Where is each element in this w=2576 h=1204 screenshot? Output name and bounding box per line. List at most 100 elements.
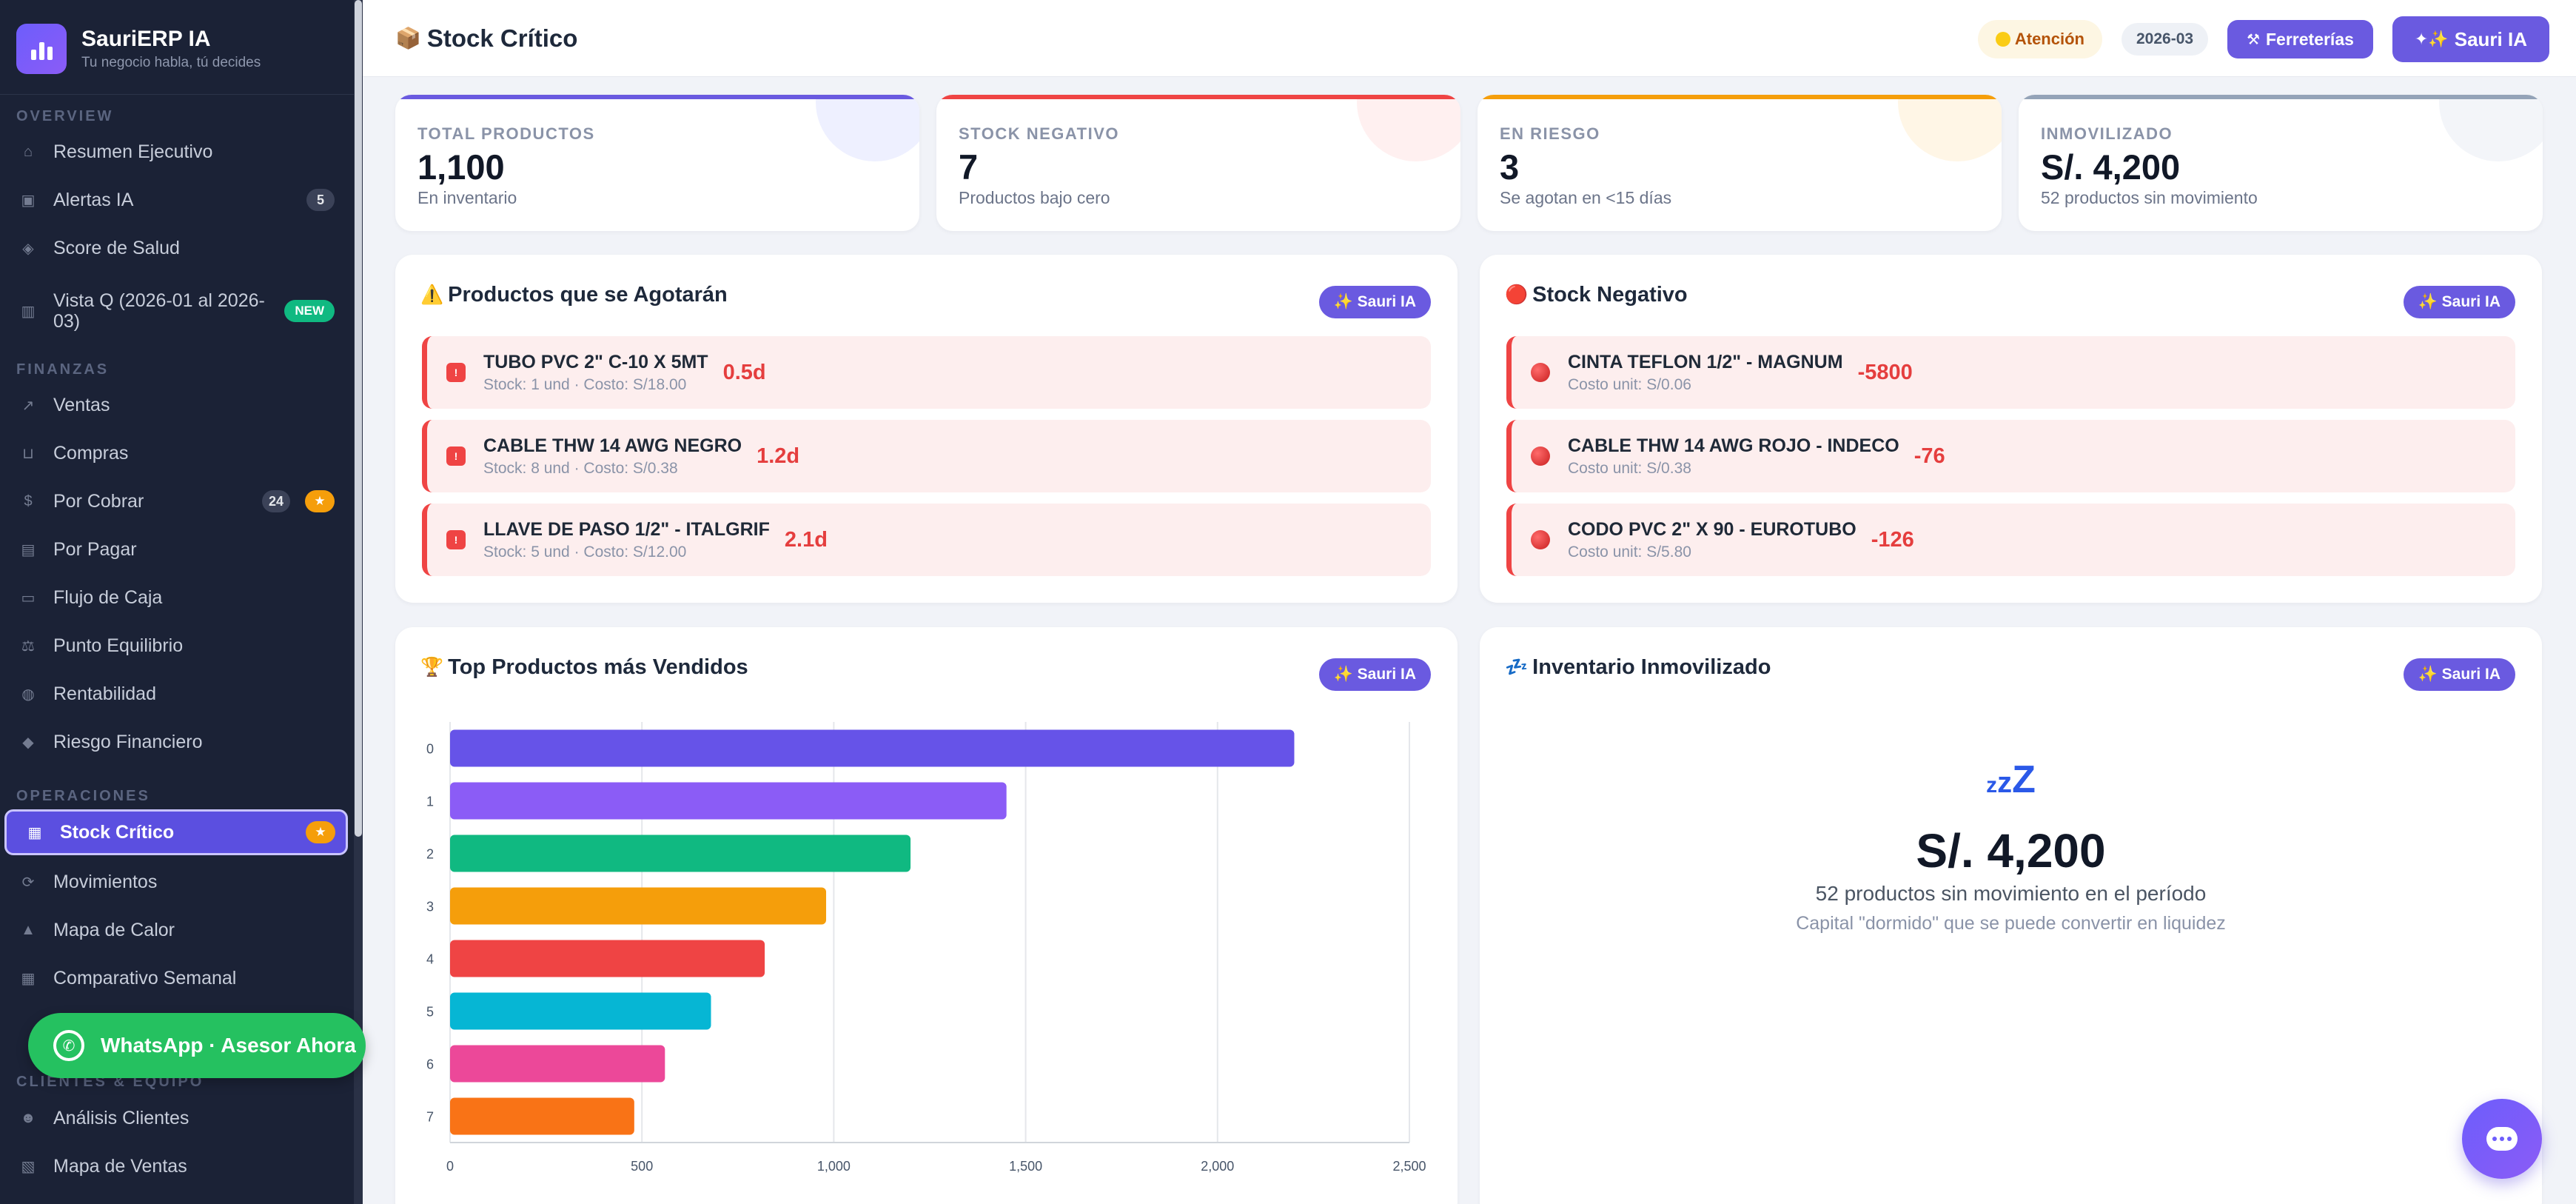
panel-top-vendidos: 🏆 Top Productos más Vendidos ✨ Sauri IA … [395, 627, 1458, 1204]
chat-button[interactable] [2462, 1099, 2542, 1179]
sidebar-scrollbar-thumb[interactable] [355, 0, 362, 837]
status-badge: Atención [1977, 20, 2102, 58]
sidebar-item-alertas-ia[interactable]: ▣ Alertas IA 5 [0, 177, 354, 223]
red-circle-icon: 🔴 [1505, 284, 1529, 305]
section-operaciones: OPERACIONES [16, 788, 150, 804]
sidebar-scrollbar[interactable] [354, 0, 363, 1204]
sidebar-item-comparativo-semanal[interactable]: ▦ Comparativo Semanal [0, 955, 354, 1001]
list-item[interactable]: CODO PVC 2" X 90 - EUROTUBO Costo unit: … [1506, 504, 2515, 576]
sidebar-item-label: Score de Salud [53, 238, 180, 258]
kpi-value: S/. 4,200 [2041, 147, 2181, 187]
sidebar-item-analisis-clientes[interactable]: ☻ Análisis Clientes [0, 1095, 354, 1141]
sidebar-item-ventas[interactable]: ↗ Ventas [0, 382, 354, 428]
whatsapp-button[interactable]: ✆ WhatsApp · Asesor Ahora [28, 1013, 366, 1078]
sauri-ia-chip[interactable]: ✨ Sauri IA [2403, 658, 2515, 691]
x-tick-label: 1,000 [817, 1159, 851, 1174]
panel-title: 🏆 Top Productos más Vendidos [420, 655, 748, 680]
y-tick-label: 6 [426, 1057, 434, 1072]
y-tick-label: 1 [426, 795, 434, 809]
star-badge: ★ [306, 821, 335, 843]
kpi-sub: En inventario [417, 188, 517, 207]
bar[interactable] [450, 887, 827, 925]
item-stock: -126 [1871, 527, 1914, 552]
sauri-ia-chip[interactable]: ✨ Sauri IA [1318, 286, 1431, 318]
chat-icon [2486, 1127, 2518, 1151]
sidebar-item-label: Resumen Ejecutivo [53, 141, 213, 162]
list-item[interactable]: ! LLAVE DE PASO 1/2" - ITALGRIF Stock: 5… [422, 504, 1431, 576]
sidebar-item-label: Riesgo Financiero [53, 732, 203, 752]
brand[interactable]: SauriERP IA Tu negocio habla, tú decides [16, 22, 261, 76]
kpi-value: 3 [1500, 147, 1520, 187]
sauri-ia-chip[interactable]: ✨ Sauri IA [1318, 658, 1431, 691]
sidebar-item-rentabilidad[interactable]: ◍ Rentabilidad [0, 671, 354, 717]
item-days: 2.1d [784, 527, 828, 552]
alarm-icon: ! [446, 447, 466, 466]
y-tick-label: 3 [426, 900, 434, 914]
inmovilizado-note: Capital "dormido" que se puede convertir… [1796, 913, 2226, 934]
kpi-total-productos: TOTAL PRODUCTOS 1,100 En inventario [395, 95, 919, 231]
warning-icon: ⚠️ [420, 284, 444, 305]
sidebar-item-movimientos[interactable]: ⟳ Movimientos [0, 859, 354, 905]
red-circle-icon [1531, 530, 1550, 549]
star-badge: ★ [305, 490, 335, 512]
kpi-label: STOCK NEGATIVO [959, 124, 1119, 143]
bar[interactable] [450, 940, 765, 977]
sidebar-item-compras[interactable]: ⊔ Compras [0, 430, 354, 476]
list-item[interactable]: ! TUBO PVC 2" C-10 X 5MT Stock: 1 und · … [422, 336, 1431, 409]
red-circle-icon [1531, 447, 1550, 466]
bar[interactable] [450, 1045, 665, 1083]
sidebar-item-label: Por Cobrar [53, 491, 144, 512]
kpi-sub: Se agotan en <15 días [1500, 188, 1672, 207]
sidebar-item-vista-q[interactable]: ▥ Vista Q (2026-01 al 2026-03) NEW [0, 281, 354, 341]
sidebar-item-label: Vista Q (2026-01 al 2026-03) [53, 290, 265, 332]
kpi-accent-line [1477, 95, 2002, 99]
sidebar-item-por-cobrar[interactable]: $ Por Cobrar 24 ★ [0, 478, 354, 524]
home-icon: ⌂ [23, 143, 33, 160]
sidebar-item-mapa-de-ventas[interactable]: ▧ Mapa de Ventas [0, 1143, 354, 1189]
section-overview: OVERVIEW [16, 108, 114, 124]
item-meta: Stock: 5 und · Costo: S/12.00 [483, 543, 687, 561]
sidebar-item-resumen-ejecutivo[interactable]: ⌂ Resumen Ejecutivo [0, 129, 354, 175]
sidebar-item-mapa-de-calor[interactable]: ▲ Mapa de Calor [0, 907, 354, 953]
kpi-label: INMOVILIZADO [2041, 124, 2173, 143]
sauri-ia-button[interactable]: ✦✨ Sauri IA [2392, 16, 2549, 62]
x-tick-label: 2,000 [1201, 1159, 1234, 1174]
kpi-sub: 52 productos sin movimiento [2041, 188, 2258, 207]
bar[interactable] [450, 729, 1295, 767]
kpi-accent-line [395, 95, 919, 99]
panel-title: ⚠️ Productos que se Agotarán [420, 283, 728, 307]
panel-title-text: Top Productos más Vendidos [448, 655, 748, 679]
box-icon: ▦ [27, 824, 42, 841]
panel-title-text: Productos que se Agotarán [448, 283, 728, 307]
box-icon: 📦 [395, 27, 421, 50]
list-item[interactable]: CABLE THW 14 AWG ROJO - INDECO Costo uni… [1506, 420, 2515, 492]
bar[interactable] [450, 835, 911, 872]
sidebar-item-stock-critico[interactable]: ▦ Stock Crítico ★ [4, 809, 348, 855]
kpi-accent-line [2019, 95, 2543, 99]
sidebar-item-punto-equilibrio[interactable]: ⚖ Punto Equilibrio [0, 623, 354, 669]
bar[interactable] [450, 992, 711, 1030]
bar[interactable] [450, 1097, 634, 1135]
sidebar-item-por-pagar[interactable]: ▤ Por Pagar [0, 526, 354, 572]
kpi-label: EN RIESGO [1500, 124, 1600, 143]
brain-icon: ✦✨ [2414, 30, 2449, 48]
list-item[interactable]: ! CABLE THW 14 AWG NEGRO Stock: 8 und · … [422, 420, 1431, 492]
sidebar-item-riesgo-financiero[interactable]: ◆ Riesgo Financiero [0, 719, 354, 765]
calendar-icon: ▦ [21, 970, 36, 987]
sidebar-item-flujo-de-caja[interactable]: ▭ Flujo de Caja [0, 575, 354, 621]
period-chip[interactable]: 2026-03 [2121, 23, 2209, 56]
item-name: CINTA TEFLON 1/2" - MAGNUM [1568, 351, 1843, 372]
bar[interactable] [450, 782, 1007, 820]
kpi-inmovilizado: INMOVILIZADO S/. 4,200 52 productos sin … [2019, 95, 2543, 231]
sauri-ia-chip[interactable]: ✨ Sauri IA [2403, 286, 2515, 318]
users-icon: ☻ [20, 1109, 36, 1126]
panel-productos-agotaran: ⚠️ Productos que se Agotarán ✨ Sauri IA … [395, 255, 1458, 603]
map-icon: ▧ [21, 1158, 36, 1175]
kpi-stock-negativo: STOCK NEGATIVO 7 Productos bajo cero [936, 95, 1460, 231]
item-meta: Costo unit: S/0.06 [1568, 375, 1691, 393]
sidebar-item-score-de-salud[interactable]: ◈ Score de Salud [0, 225, 354, 271]
sector-button[interactable]: ⚒ Ferreterías [2227, 20, 2373, 58]
list-item[interactable]: CINTA TEFLON 1/2" - MAGNUM Costo unit: S… [1506, 336, 2515, 409]
panel-title-text: Inventario Inmovilizado [1532, 655, 1771, 679]
money-icon: $ [24, 492, 33, 509]
